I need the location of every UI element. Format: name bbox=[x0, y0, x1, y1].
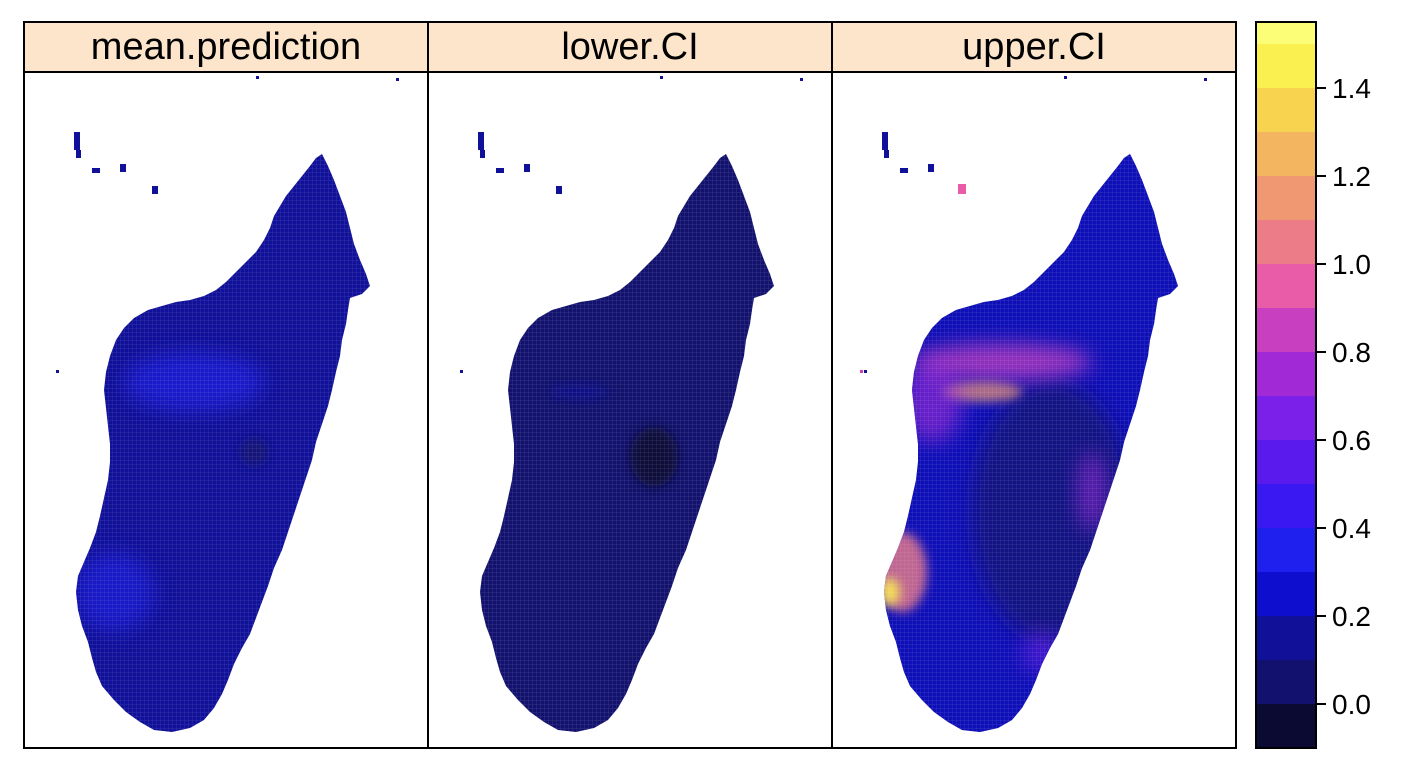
island-speck bbox=[884, 150, 889, 158]
island-speck bbox=[92, 168, 100, 173]
island-speck bbox=[882, 132, 888, 150]
island-speck bbox=[900, 168, 908, 173]
color-key: 0.0 0.2 0.4 0.6 0.8 1.0 1.2 1.4 bbox=[1255, 21, 1371, 749]
color-key-band bbox=[1256, 88, 1316, 132]
color-key-band bbox=[1256, 44, 1316, 88]
panel-title: mean.prediction bbox=[91, 26, 361, 68]
island-speck bbox=[1064, 76, 1067, 79]
island-speck bbox=[460, 370, 463, 373]
island-speck bbox=[56, 370, 59, 373]
color-key-tick-label: 0.4 bbox=[1332, 513, 1371, 544]
color-key-tick-label: 1.4 bbox=[1332, 73, 1371, 104]
island-speck bbox=[152, 186, 158, 194]
panel-strip bbox=[427, 21, 833, 73]
island-speck bbox=[396, 78, 399, 81]
raster-map bbox=[460, 76, 803, 732]
color-key-band bbox=[1256, 352, 1316, 396]
color-key-band bbox=[1256, 572, 1316, 616]
island-speck bbox=[1204, 78, 1207, 81]
color-key-tick-label: 0.8 bbox=[1332, 337, 1371, 368]
panel-mean: mean.prediction bbox=[23, 21, 429, 749]
panel-upper: upper.CI bbox=[831, 21, 1237, 749]
color-key-tick-label: 0.2 bbox=[1332, 601, 1371, 632]
color-key-band bbox=[1256, 660, 1316, 704]
island-speck bbox=[120, 164, 126, 172]
color-key-tick-label: 1.0 bbox=[1332, 249, 1371, 280]
color-key-band bbox=[1256, 22, 1316, 44]
color-key-band bbox=[1256, 704, 1316, 748]
island-speck bbox=[480, 150, 485, 158]
panel-title: upper.CI bbox=[962, 26, 1106, 68]
island-speck bbox=[74, 132, 80, 150]
panel-title: lower.CI bbox=[561, 26, 698, 68]
color-key-band bbox=[1256, 616, 1316, 660]
island-speck bbox=[524, 164, 530, 172]
island-speck bbox=[800, 78, 803, 81]
raster-map bbox=[56, 76, 399, 732]
color-key-band bbox=[1256, 132, 1316, 176]
color-key-band bbox=[1256, 440, 1316, 484]
island-speck bbox=[76, 150, 81, 158]
island-speck bbox=[864, 370, 867, 373]
island-speck bbox=[496, 168, 504, 173]
color-key-band bbox=[1256, 396, 1316, 440]
color-key-band bbox=[1256, 264, 1316, 308]
panel-group: mean.prediction lower.CI upper.CI bbox=[23, 21, 1237, 749]
color-key-band bbox=[1256, 220, 1316, 264]
color-key-tick-label: 0.6 bbox=[1332, 425, 1371, 456]
panel-lower: lower.CI bbox=[427, 21, 833, 749]
island-speck bbox=[478, 132, 484, 150]
color-key-band bbox=[1256, 308, 1316, 352]
color-key-band bbox=[1256, 484, 1316, 528]
island-speck bbox=[556, 186, 562, 194]
color-key-frame bbox=[1255, 21, 1317, 749]
color-key-band bbox=[1256, 176, 1316, 220]
panel-strip bbox=[23, 21, 429, 73]
island-speck bbox=[660, 76, 663, 79]
color-key-band bbox=[1256, 528, 1316, 572]
island-speck bbox=[928, 164, 934, 172]
island-speck bbox=[256, 76, 259, 79]
color-key-tick-label: 1.2 bbox=[1332, 161, 1371, 192]
panel-strip bbox=[831, 21, 1237, 73]
color-key-tick-label: 0.0 bbox=[1332, 689, 1371, 720]
